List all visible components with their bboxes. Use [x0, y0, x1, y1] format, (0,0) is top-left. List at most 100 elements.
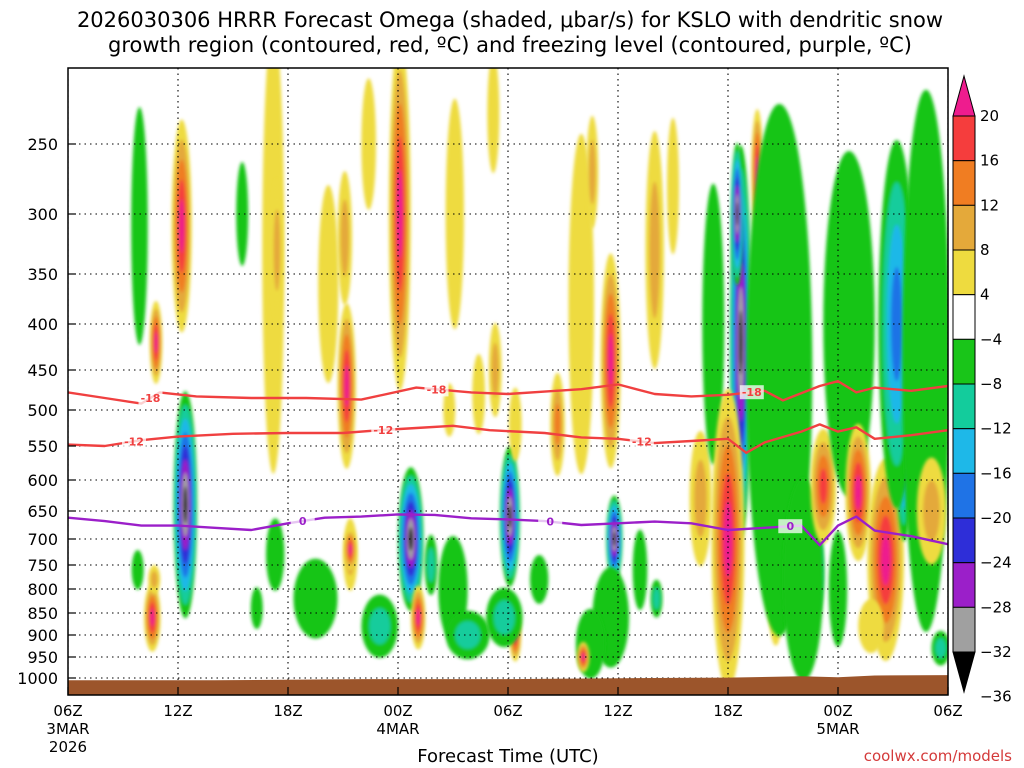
- omega-shade-4: [443, 383, 456, 437]
- omega-cell: [445, 98, 464, 330]
- colorbar-swatch: [952, 204, 976, 251]
- omega-cell: [867, 458, 904, 661]
- plot-area: -18 -18 -18 -12 -12 -12 0 0 0: [68, 68, 948, 695]
- omega-cell: [398, 467, 424, 611]
- colorbar-swatch: [952, 338, 976, 385]
- contour-label: 0: [546, 516, 554, 529]
- omega-shade-neg8: [250, 587, 263, 630]
- omega-cell: [550, 372, 565, 476]
- contour-label-bg: [290, 514, 315, 529]
- omega-cell: [318, 185, 339, 383]
- y-tick-label: 300: [27, 205, 58, 224]
- omega-shade-neg12: [493, 600, 515, 635]
- contour-label-bg: [538, 514, 563, 529]
- omega-shade-20: [881, 534, 891, 586]
- omega-cell: [445, 610, 490, 660]
- omega-cell: [266, 518, 285, 591]
- y-tick-label: 900: [27, 626, 58, 645]
- omega-cell: [486, 587, 523, 648]
- omega-cell: [149, 300, 163, 384]
- omega-shade-20: [416, 609, 421, 626]
- colorbar-swatch: [952, 651, 976, 694]
- omega-cell: [931, 630, 948, 666]
- x-tick-label: 12Z: [603, 702, 632, 720]
- y-tick-label: 550: [27, 437, 58, 456]
- omega-shade-neg8: [530, 555, 549, 604]
- omega-cell: [344, 528, 357, 571]
- omega-shade-4: [508, 387, 522, 462]
- x-tick-label: 18Z: [273, 702, 302, 720]
- omega-cell: [361, 594, 399, 658]
- colorbar-label: 20: [980, 107, 999, 125]
- y-tick-label: 1000: [17, 669, 58, 688]
- colorbar-swatch: [952, 160, 976, 206]
- omega-shade-8: [340, 199, 349, 277]
- omega-cell: [361, 78, 377, 210]
- omega-shade-8: [273, 209, 281, 291]
- omega-shade-4: [445, 98, 464, 330]
- contour-label-bg: [424, 382, 449, 397]
- contour-label: -18: [427, 383, 447, 396]
- omega-shade-neg12: [369, 608, 391, 645]
- contour-label: -12: [373, 424, 393, 437]
- y-tick-label: 950: [27, 648, 58, 667]
- y-tick-label: 650: [27, 502, 58, 521]
- omega-cell: [845, 423, 871, 562]
- colorbar-label: −28: [980, 598, 1012, 616]
- contour-label: 0: [786, 520, 794, 533]
- y-tick-label: 450: [27, 361, 58, 380]
- x-tick-label: 06Z: [53, 702, 82, 720]
- colorbar-swatch: [952, 562, 976, 608]
- y-tick-label: 850: [27, 604, 58, 623]
- omega-shade-neg8: [236, 162, 249, 266]
- omega-shade-16: [819, 468, 828, 505]
- colorbar-label: −16: [980, 464, 1012, 482]
- contour-label-bg: [122, 434, 146, 449]
- omega-cell: [689, 430, 712, 567]
- colorbar-swatch: [952, 472, 976, 519]
- colorbar-label: −24: [980, 554, 1012, 572]
- x-tick-label: 06Z: [933, 702, 962, 720]
- chart-title-line1: 2026030306 HRRR Forecast Omega (shaded, …: [77, 8, 943, 32]
- omega-shade-20: [608, 333, 614, 388]
- omega-shade-20: [154, 331, 158, 353]
- omega-shade-8: [649, 181, 660, 319]
- omega-cell: [148, 565, 161, 594]
- y-tick-label: 800: [27, 580, 58, 599]
- x-axis-label: Forecast Time (UTC): [417, 746, 598, 767]
- x-tick-date-label: 5MAR: [816, 720, 859, 738]
- omega-cell: [810, 428, 837, 544]
- omega-shade-neg12: [935, 638, 946, 659]
- chart-title-line2: growth region (contoured, red, ºC) and f…: [108, 33, 912, 57]
- omega-cell: [499, 446, 520, 587]
- omega-cell: [337, 303, 356, 469]
- colorbar-label: −8: [980, 375, 1002, 393]
- contour-line-neg18: [68, 380, 948, 405]
- colorbar-label: 4: [980, 286, 990, 304]
- contour-label: -12: [632, 436, 652, 449]
- omega-cell: [131, 550, 144, 590]
- colorbar-legend: 20 16 12 8 4 −4 −8 −12 −16 −20 −24 −28 −32 −36: [952, 74, 1012, 706]
- colorbar-label: 16: [980, 152, 999, 170]
- colorbar-swatch: [952, 74, 976, 117]
- x-tick-label: 12Z: [163, 702, 192, 720]
- omega-shade-neg12: [455, 621, 481, 649]
- omega-shade-4: [858, 599, 884, 654]
- contour-label-bg: [138, 391, 163, 405]
- contour-line-neg12: [68, 423, 948, 454]
- contour-label-bg: [739, 385, 764, 400]
- omega-shade-8: [694, 459, 707, 538]
- x-tick-label: 00Z: [383, 702, 412, 720]
- omega-shade-neg36: [408, 527, 413, 551]
- omega-shade-20: [397, 169, 403, 259]
- omega-cell: [576, 641, 590, 673]
- omega-shade-4: [361, 78, 377, 210]
- colorbar-swatch: [952, 294, 976, 340]
- omega-cell: [487, 68, 500, 174]
- omega-shade-8: [491, 342, 499, 398]
- omega-shade-20: [348, 544, 352, 555]
- colorbar-label: −20: [980, 509, 1012, 527]
- omega-shade-20: [150, 608, 155, 627]
